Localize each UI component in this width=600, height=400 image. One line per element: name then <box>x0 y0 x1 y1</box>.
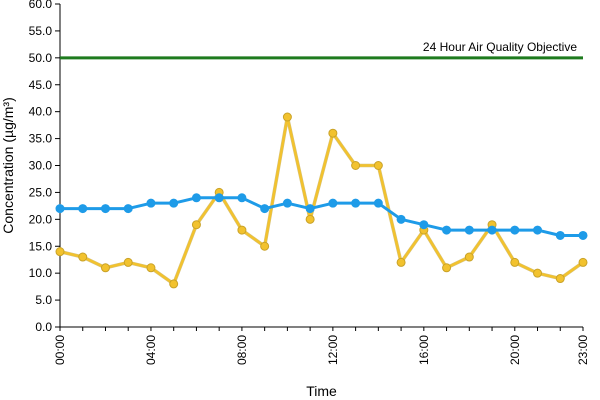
x-tick-label: 08:00 <box>235 335 249 365</box>
series-1-point <box>123 204 133 214</box>
x-tick-label: 20:00 <box>508 335 522 365</box>
series-2-point <box>578 257 588 267</box>
series-2-point <box>169 279 179 289</box>
x-tick-label: 04:00 <box>144 335 158 365</box>
series-2-point <box>442 263 452 273</box>
objective-label: 24 Hour Air Quality Objective <box>423 40 577 54</box>
series-1-line <box>60 196 583 237</box>
series-2-point <box>351 161 361 170</box>
series-1-point <box>396 214 406 224</box>
series-1-point <box>146 198 156 208</box>
x-tick-label: 23:00 <box>576 335 590 365</box>
series-2-point <box>100 263 110 273</box>
series-1-point <box>191 193 201 203</box>
x-axis-title: Time <box>306 383 337 399</box>
series-1-point <box>78 204 88 214</box>
y-tick-label: 50.0 <box>29 51 53 65</box>
series-1-point <box>214 193 224 203</box>
series-2-point <box>510 257 520 267</box>
series-2-point <box>146 263 156 273</box>
y-tick-label: 0.0 <box>35 320 52 334</box>
series-2-line <box>59 115 584 286</box>
x-tick-label: 16:00 <box>417 335 431 365</box>
series-2-point <box>282 112 292 122</box>
series-2-point <box>396 257 406 267</box>
series-2-point <box>55 247 65 257</box>
series-2-point <box>237 225 247 235</box>
series-1-point <box>351 198 361 208</box>
series-1-point <box>100 204 110 214</box>
series-1-point <box>533 225 543 235</box>
y-axis-title: Concentration (µg/m³) <box>0 97 16 233</box>
y-tick-label: 55.0 <box>29 24 53 38</box>
series-2-point <box>78 252 88 262</box>
series-2-point <box>555 274 565 284</box>
series-2-point <box>191 220 201 230</box>
series-1-point <box>578 230 588 240</box>
series-1-point <box>55 204 65 214</box>
y-tick-label: 15.0 <box>29 239 53 253</box>
series-1-point <box>510 225 520 235</box>
series-2-point <box>464 252 474 262</box>
series-1-point <box>237 193 247 203</box>
series-1-point <box>260 204 270 214</box>
y-tick-label: 45.0 <box>29 78 53 92</box>
series-2-point <box>305 214 315 224</box>
x-tick-label: 00:00 <box>53 335 67 365</box>
y-tick-label: 10.0 <box>29 266 53 280</box>
y-tick-label: 40.0 <box>29 105 53 119</box>
y-tick-label: 5.0 <box>35 293 52 307</box>
x-tick-label: 12:00 <box>326 335 340 365</box>
series-1-point <box>169 198 179 208</box>
y-tick-label: 60.0 <box>29 0 53 11</box>
series-2-point <box>533 268 543 278</box>
y-axis-ticks: 0.0 5.0 10.0 15.0 20.0 25.0 30.0 35.0 40.0 45.0 50… <box>29 0 60 334</box>
series-layer <box>55 112 588 289</box>
series-2-point <box>123 257 133 267</box>
x-axis-ticks: 00:00 04:00 08:00 12:00 16:00 20:00 23:00 <box>53 327 590 365</box>
series-2-point <box>328 128 338 138</box>
y-tick-label: 30.0 <box>29 159 53 173</box>
series-2-point <box>260 241 270 251</box>
series-1-point <box>305 204 315 214</box>
series-1-point <box>464 225 474 235</box>
series-1-point <box>419 220 429 230</box>
series-1-point <box>442 225 452 235</box>
y-tick-label: 25.0 <box>29 185 53 199</box>
y-tick-label: 20.0 <box>29 212 53 226</box>
series-2-point <box>373 161 383 170</box>
series-1-point <box>373 198 383 208</box>
series-1-point <box>328 198 338 208</box>
series-1-point <box>555 230 565 240</box>
series-1-point <box>487 225 497 235</box>
y-tick-label: 35.0 <box>29 132 53 146</box>
series-1-point <box>282 198 292 208</box>
series-2-line-shadow <box>59 115 585 286</box>
